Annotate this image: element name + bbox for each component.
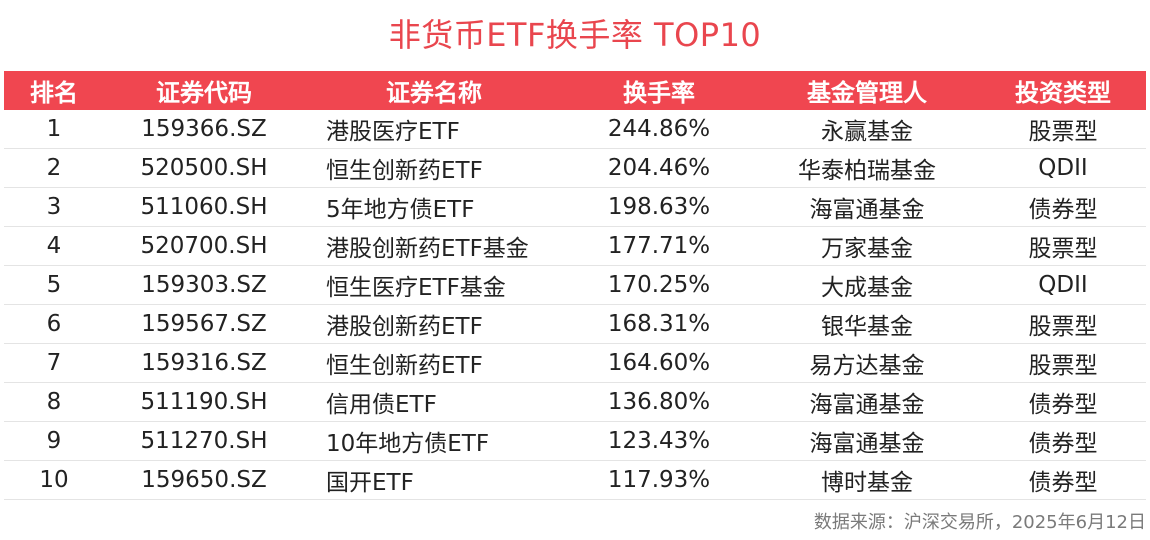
cell-name: 10年地方债ETF bbox=[304, 421, 564, 461]
cell-rank: 2 bbox=[4, 148, 104, 188]
cell-manager: 永赢基金 bbox=[754, 110, 980, 149]
table-row: 4 520700.SH 港股创新药ETF基金 177.71% 万家基金 股票型 bbox=[4, 226, 1146, 266]
cell-rank: 6 bbox=[4, 304, 104, 344]
cell-manager: 华泰柏瑞基金 bbox=[754, 148, 980, 188]
table-row: 7 159316.SZ 恒生创新药ETF 164.60% 易方达基金 股票型 bbox=[4, 343, 1146, 383]
cell-rank: 9 bbox=[4, 421, 104, 461]
column-header-manager: 基金管理人 bbox=[754, 71, 980, 110]
cell-turnover: 244.86% bbox=[564, 110, 754, 149]
table-row: 3 511060.SH 5年地方债ETF 198.63% 海富通基金 债券型 bbox=[4, 187, 1146, 227]
cell-code: 159366.SZ bbox=[104, 110, 304, 149]
cell-name: 恒生创新药ETF bbox=[304, 148, 564, 188]
cell-code: 159303.SZ bbox=[104, 265, 304, 305]
cell-code: 159567.SZ bbox=[104, 304, 304, 344]
cell-manager: 银华基金 bbox=[754, 304, 980, 344]
cell-name: 恒生医疗ETF基金 bbox=[304, 265, 564, 305]
cell-type: 债券型 bbox=[980, 187, 1146, 227]
cell-turnover: 123.43% bbox=[564, 421, 754, 461]
table-row: 6 159567.SZ 港股创新药ETF 168.31% 银华基金 股票型 bbox=[4, 304, 1146, 344]
cell-type: 股票型 bbox=[980, 343, 1146, 383]
table-body: 1 159366.SZ 港股医疗ETF 244.86% 永赢基金 股票型 2 520500.S… bbox=[4, 110, 1146, 500]
cell-turnover: 170.25% bbox=[564, 265, 754, 305]
table-row: 5 159303.SZ 恒生医疗ETF基金 170.25% 大成基金 QDII bbox=[4, 265, 1146, 305]
cell-code: 520700.SH bbox=[104, 226, 304, 266]
cell-name: 港股医疗ETF bbox=[304, 110, 564, 149]
cell-code: 159316.SZ bbox=[104, 343, 304, 383]
cell-code: 511190.SH bbox=[104, 382, 304, 422]
cell-name: 港股创新药ETF基金 bbox=[304, 226, 564, 266]
cell-turnover: 177.71% bbox=[564, 226, 754, 266]
cell-type: 债券型 bbox=[980, 460, 1146, 500]
cell-manager: 海富通基金 bbox=[754, 382, 980, 422]
data-source-note: 数据来源：沪深交易所，2025年6月12日 bbox=[813, 512, 1146, 533]
cell-code: 159650.SZ bbox=[104, 460, 304, 500]
cell-turnover: 164.60% bbox=[564, 343, 754, 383]
cell-type: 债券型 bbox=[980, 382, 1146, 422]
cell-turnover: 168.31% bbox=[564, 304, 754, 344]
cell-code: 511060.SH bbox=[104, 187, 304, 227]
cell-name: 港股创新药ETF bbox=[304, 304, 564, 344]
turnover-ranking-table: 排名 证券代码 证券名称 换手率 基金管理人 投资类型 1 159366.SZ 港股… bbox=[4, 71, 1146, 500]
cell-type: QDII bbox=[980, 265, 1146, 305]
cell-code: 511270.SH bbox=[104, 421, 304, 461]
table-row: 1 159366.SZ 港股医疗ETF 244.86% 永赢基金 股票型 bbox=[4, 110, 1146, 149]
cell-manager: 万家基金 bbox=[754, 226, 980, 266]
table-row: 8 511190.SH 信用债ETF 136.80% 海富通基金 债券型 bbox=[4, 382, 1146, 422]
column-header-name: 证券名称 bbox=[304, 71, 564, 110]
cell-type: QDII bbox=[980, 148, 1146, 188]
cell-turnover: 136.80% bbox=[564, 382, 754, 422]
column-header-rank: 排名 bbox=[4, 71, 104, 110]
column-header-code: 证券代码 bbox=[104, 71, 304, 110]
cell-turnover: 198.63% bbox=[564, 187, 754, 227]
cell-rank: 5 bbox=[4, 265, 104, 305]
cell-manager: 大成基金 bbox=[754, 265, 980, 305]
cell-rank: 3 bbox=[4, 187, 104, 227]
cell-type: 股票型 bbox=[980, 110, 1146, 149]
table-header: 排名 证券代码 证券名称 换手率 基金管理人 投资类型 bbox=[4, 71, 1146, 110]
cell-name: 5年地方债ETF bbox=[304, 187, 564, 227]
table-row: 10 159650.SZ 国开ETF 117.93% 博时基金 债券型 bbox=[4, 460, 1146, 500]
cell-turnover: 204.46% bbox=[564, 148, 754, 188]
cell-type: 债券型 bbox=[980, 421, 1146, 461]
table-row: 2 520500.SH 恒生创新药ETF 204.46% 华泰柏瑞基金 QDII bbox=[4, 148, 1146, 188]
cell-rank: 1 bbox=[4, 110, 104, 149]
cell-type: 股票型 bbox=[980, 226, 1146, 266]
cell-manager: 海富通基金 bbox=[754, 421, 980, 461]
cell-manager: 海富通基金 bbox=[754, 187, 980, 227]
cell-rank: 7 bbox=[4, 343, 104, 383]
cell-name: 恒生创新药ETF bbox=[304, 343, 564, 383]
cell-turnover: 117.93% bbox=[564, 460, 754, 500]
table-row: 9 511270.SH 10年地方债ETF 123.43% 海富通基金 债券型 bbox=[4, 421, 1146, 461]
column-header-turnover: 换手率 bbox=[564, 71, 754, 110]
cell-name: 信用债ETF bbox=[304, 382, 564, 422]
cell-rank: 10 bbox=[4, 460, 104, 500]
cell-manager: 博时基金 bbox=[754, 460, 980, 500]
table-title: 非货币ETF换手率 TOP10 bbox=[388, 16, 762, 54]
cell-rank: 4 bbox=[4, 226, 104, 266]
cell-name: 国开ETF bbox=[304, 460, 564, 500]
column-header-type: 投资类型 bbox=[980, 71, 1146, 110]
cell-manager: 易方达基金 bbox=[754, 343, 980, 383]
cell-type: 股票型 bbox=[980, 304, 1146, 344]
cell-code: 520500.SH bbox=[104, 148, 304, 188]
cell-rank: 8 bbox=[4, 382, 104, 422]
